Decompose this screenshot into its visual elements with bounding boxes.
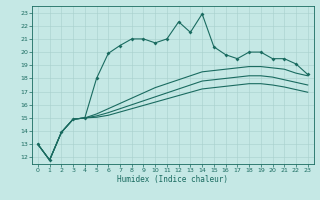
X-axis label: Humidex (Indice chaleur): Humidex (Indice chaleur) <box>117 175 228 184</box>
